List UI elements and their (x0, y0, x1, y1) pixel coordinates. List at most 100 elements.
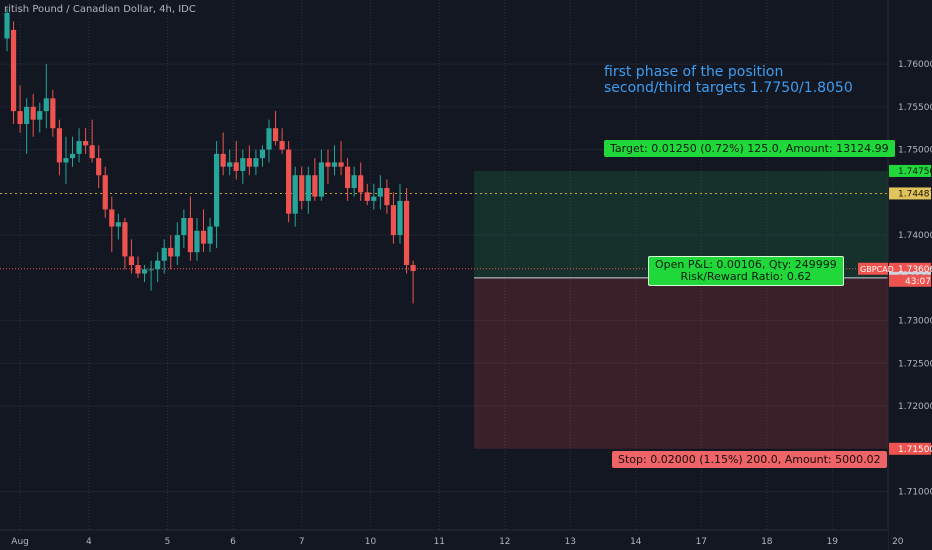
price-tick-label: 1.72000 (898, 402, 932, 412)
candle-body (161, 247, 167, 261)
candle (253, 149, 259, 176)
candle-body (371, 196, 377, 201)
candle (292, 166, 298, 227)
candle-body (358, 175, 364, 193)
hline-price-tag: 1.74487 (898, 189, 932, 199)
candle-body (115, 222, 121, 227)
candle (96, 145, 102, 189)
candle-body (240, 158, 246, 171)
candle (345, 158, 351, 201)
candle (102, 166, 108, 218)
candle-body (109, 209, 115, 227)
candle (115, 213, 121, 240)
time-tick-label: 5 (165, 537, 171, 547)
candle (122, 217, 128, 270)
candle-body (410, 265, 416, 271)
candle (50, 89, 56, 137)
candle (56, 119, 62, 176)
rr-text: Risk/Reward Ratio: 0.62 (680, 270, 812, 283)
candle (279, 128, 285, 154)
candle (69, 136, 76, 167)
candle-body (279, 141, 285, 150)
candle-body (220, 153, 226, 167)
candle (200, 209, 207, 253)
candle-body (96, 158, 102, 176)
time-axis[interactable]: Aug 4 5 6 7 10 11 12 13 14 17 18 19 20 (0, 529, 904, 550)
chart-annotation[interactable]: first phase of the position second/third… (604, 64, 853, 96)
candle-body (351, 175, 357, 189)
pnl-label[interactable]: Open P&L: 0.00106, Qty: 249999 Risk/Rewa… (648, 256, 844, 286)
candle (168, 235, 174, 270)
countdown-bg (889, 274, 931, 287)
candle-body (233, 162, 239, 171)
candle-body (384, 188, 390, 206)
candle (272, 111, 279, 146)
candle-body (155, 260, 161, 270)
target-price-tag: 1.74750 (898, 167, 932, 177)
candle (63, 136, 69, 184)
candle (24, 98, 30, 154)
time-tick-label: 12 (499, 537, 510, 547)
candle (384, 179, 390, 214)
candle-body (345, 166, 351, 189)
candle (141, 265, 148, 283)
candle-body (76, 141, 82, 154)
candle (338, 141, 344, 176)
candle (305, 166, 311, 214)
candle-body (4, 12, 10, 39)
countdown-label: 43:07 (905, 277, 931, 287)
symbol-tag: GBPCAD (860, 265, 894, 274)
price-tick-label: 1.72500 (898, 359, 932, 369)
candle-body (207, 226, 213, 244)
symbol-tag-bg (858, 262, 888, 275)
candle (286, 141, 292, 223)
candle-body (83, 141, 89, 146)
candle-body (187, 217, 193, 253)
candle-body (17, 111, 23, 124)
candle-body (200, 230, 207, 244)
candle-body (56, 128, 62, 163)
price-tick-label: 1.75500 (898, 103, 932, 113)
candle-body (397, 200, 403, 236)
time-tick-label: 14 (630, 537, 642, 547)
stop-price-tag: 1.71500 (898, 445, 932, 455)
price-tick-label: 1.74000 (898, 231, 932, 241)
candle-body (331, 162, 338, 167)
candle (351, 166, 357, 197)
candle (358, 162, 364, 201)
price-axis[interactable]: 1.76000 1.75500 1.75000 1.74000 1.73000 1.725… (858, 0, 932, 550)
candles (4, 8, 416, 304)
loss-zone (474, 277, 888, 449)
candle-body (299, 175, 305, 201)
candle (403, 188, 410, 274)
candle-body (135, 265, 141, 274)
candle (240, 149, 246, 184)
candle (371, 183, 377, 210)
time-tick-label: 19 (827, 537, 839, 547)
stop-label[interactable]: Stop: 0.02000 (1.15%) 200.0, Amount: 500… (612, 451, 887, 468)
candle-body (141, 269, 148, 274)
candle-body (259, 149, 266, 159)
candle-body (312, 175, 318, 197)
time-axis-bg (0, 530, 888, 550)
candle (299, 166, 305, 210)
candle-body (377, 188, 383, 197)
annotation-line-1: first phase of the position (604, 64, 784, 80)
time-tick-label: 18 (761, 537, 773, 547)
candle (331, 145, 338, 176)
candle-body (403, 200, 410, 265)
candle (194, 217, 200, 261)
candle (364, 183, 370, 206)
candle-body (318, 162, 324, 197)
hline-price-tag-bg (889, 187, 931, 200)
candle (246, 145, 252, 176)
target-label[interactable]: Target: 0.01250 (0.72%) 125.0, Amount: 1… (604, 140, 895, 157)
candle-body (174, 235, 180, 257)
chart-grid (0, 0, 899, 530)
candle (76, 128, 82, 163)
candle (109, 196, 115, 253)
candle (43, 64, 49, 129)
candle-body (24, 106, 30, 124)
time-tick-label: Aug (11, 537, 29, 547)
